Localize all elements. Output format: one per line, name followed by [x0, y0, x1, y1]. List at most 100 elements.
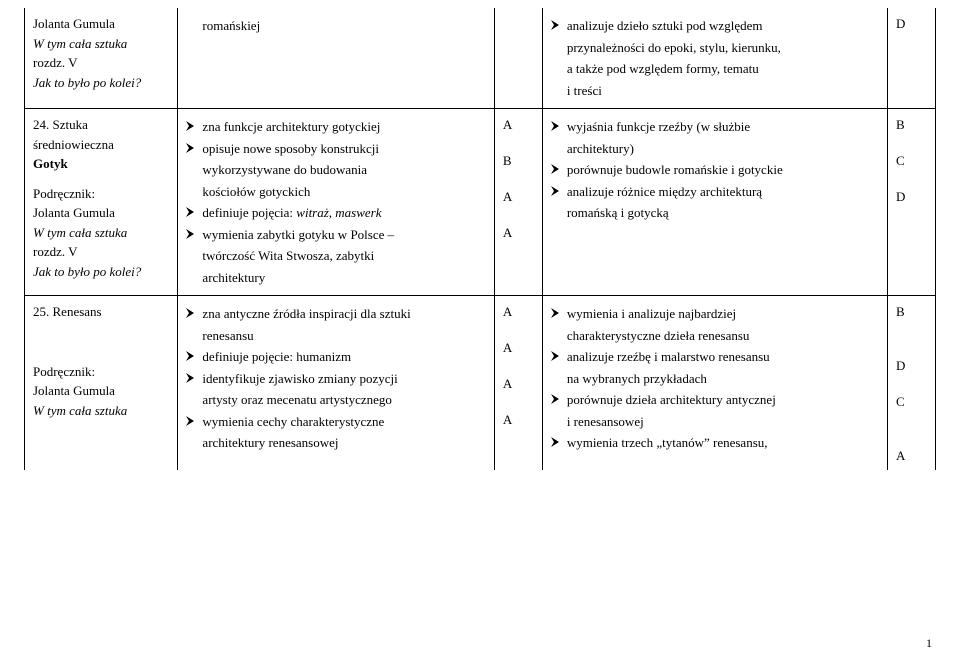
grade-code: C [896, 392, 927, 410]
bullet-text: zna funkcje architektury gotyckiej [202, 117, 380, 137]
content-line: wykorzystywane do budowania [186, 160, 485, 180]
outcome-line: i treści [551, 81, 879, 101]
outcome-line: charakterystyczne dzieła renesansu [551, 326, 879, 346]
bullet-text: analizuje rzeźbę i malarstwo renesansu [567, 347, 770, 367]
grade-left-cell: AAAA [494, 296, 542, 471]
grade-code [896, 169, 927, 187]
bullet-text: wymienia trzech „tytanów” renesansu, [567, 433, 768, 453]
arrow-icon [551, 20, 561, 30]
bullet-text: analizuje różnice między architekturą [567, 182, 762, 202]
grade-code: B [896, 302, 927, 320]
arrow-icon [551, 308, 561, 318]
outcome-cell: wymienia i analizuje najbardziejcharakte… [542, 296, 887, 471]
bullet-text: definiuje pojęcia: witraż, maswerk [202, 203, 381, 223]
outcome-bullet: wyjaśnia funkcje rzeźby (w służbie [551, 117, 879, 137]
topic-line: Jak to było po kolei? [33, 262, 169, 282]
topic-line: Jak to było po kolei? [33, 73, 169, 93]
grade-code: A [503, 223, 534, 241]
grade-code [503, 320, 534, 338]
grade-right-cell: D [888, 8, 936, 109]
grade-code [896, 428, 927, 446]
table-row: 24. SztukaśredniowiecznaGotyk Podręcznik:… [25, 109, 936, 296]
grade-code: A [503, 410, 534, 428]
grade-code: A [503, 115, 534, 133]
content-bullet: identyfikuje zjawisko zmiany pozycji [186, 369, 485, 389]
outcome-bullet: porównuje dzieła architektury antycznej [551, 390, 879, 410]
content-bullet: opisuje nowe sposoby konstrukcji [186, 139, 485, 159]
topic-line: rozdz. V [33, 53, 169, 73]
outcome-cell: analizuje dzieło sztuki pod względemprzy… [542, 8, 887, 109]
topic-line: W tym cała sztuka [33, 34, 169, 54]
content-bullet: zna antyczne źródła inspiracji dla sztuk… [186, 304, 485, 324]
bullet-text: opisuje nowe sposoby konstrukcji [202, 139, 379, 159]
outcome-bullet: analizuje różnice między architekturą [551, 182, 879, 202]
grade-code: A [503, 338, 534, 356]
topic-line: Jolanta Gumula [33, 203, 169, 223]
content-line: artysty oraz mecenatu artystycznego [186, 390, 485, 410]
bullet-text: porównuje budowle romańskie i gotyckie [567, 160, 783, 180]
topic-line: średniowieczna [33, 135, 169, 155]
content-cell: zna funkcje architektury gotyckiejopisuj… [178, 109, 494, 296]
grade-code [896, 133, 927, 151]
arrow-icon [186, 229, 196, 239]
content-bullet: wymienia cechy charakterystyczne [186, 412, 485, 432]
content-line: kościołów gotyckich [186, 182, 485, 202]
arrow-icon [551, 351, 561, 361]
bullet-text: definiuje pojęcie: humanizm [202, 347, 351, 367]
outcome-bullet: analizuje dzieło sztuki pod względem [551, 16, 879, 36]
arrow-icon [186, 416, 196, 426]
grade-code: A [503, 187, 534, 205]
topic-line: Gotyk [33, 154, 169, 174]
content-line: architektury [186, 268, 485, 288]
topic-cell: 24. SztukaśredniowiecznaGotyk Podręcznik:… [25, 109, 178, 296]
bullet-text: wymienia cechy charakterystyczne [202, 412, 384, 432]
topic-line: Jolanta Gumula [33, 381, 169, 401]
arrow-icon [551, 164, 561, 174]
topic-line: W tym cała sztuka [33, 401, 169, 421]
grade-code: C [896, 151, 927, 169]
content-bullet: wymienia zabytki gotyku w Polsce – [186, 225, 485, 245]
topic-line: rozdz. V [33, 242, 169, 262]
content-line: architektury renesansowej [186, 433, 485, 453]
bullet-text: identyfikuje zjawisko zmiany pozycji [202, 369, 397, 389]
bullet-text: porównuje dzieła architektury antycznej [567, 390, 776, 410]
content-bullet: definiuje pojęcia: witraż, maswerk [186, 203, 485, 223]
grade-code: B [896, 115, 927, 133]
arrow-icon [551, 437, 561, 447]
grade-left-cell: ABAA [494, 109, 542, 296]
content-bullet: zna funkcje architektury gotyckiej [186, 117, 485, 137]
topic-line: Podręcznik: [33, 184, 169, 204]
grade-code [503, 169, 534, 187]
topic-line: 25. Renesans [33, 302, 169, 322]
content-line: twórczość Wita Stwosza, zabytki [186, 246, 485, 266]
outcome-cell: wyjaśnia funkcje rzeźby (w służbiearchit… [542, 109, 887, 296]
content-cell: zna antyczne źródła inspiracji dla sztuk… [178, 296, 494, 471]
arrow-icon [186, 373, 196, 383]
topic-line: Jolanta Gumula [33, 14, 169, 34]
grade-code [503, 356, 534, 374]
content-line: renesansu [186, 326, 485, 346]
grade-code: A [503, 302, 534, 320]
grade-code: D [896, 187, 927, 205]
arrow-icon [186, 121, 196, 131]
content-cell: romańskiej [178, 8, 494, 109]
content-line: romańskiej [186, 16, 485, 36]
arrow-icon [551, 121, 561, 131]
outcome-line: architektury) [551, 139, 879, 159]
outcome-line: przynależności do epoki, stylu, kierunku… [551, 38, 879, 58]
arrow-icon [186, 351, 196, 361]
outcome-bullet: wymienia trzech „tytanów” renesansu, [551, 433, 879, 453]
topic-cell: 25. RenesansPodręcznik:Jolanta GumulaW t… [25, 296, 178, 471]
outcome-line: na wybranych przykładach [551, 369, 879, 389]
topic-line: 24. Sztuka [33, 115, 169, 135]
grade-code [503, 392, 534, 410]
grade-code: D [896, 14, 927, 32]
grade-code: A [896, 446, 927, 464]
grade-code [503, 205, 534, 223]
bullet-text: wymienia i analizuje najbardziej [567, 304, 736, 324]
grade-right-cell: BDCA [888, 296, 936, 471]
bullet-text: analizuje dzieło sztuki pod względem [567, 16, 763, 36]
arrow-icon [551, 186, 561, 196]
page-number: 1 [926, 634, 932, 652]
grade-code: A [503, 374, 534, 392]
